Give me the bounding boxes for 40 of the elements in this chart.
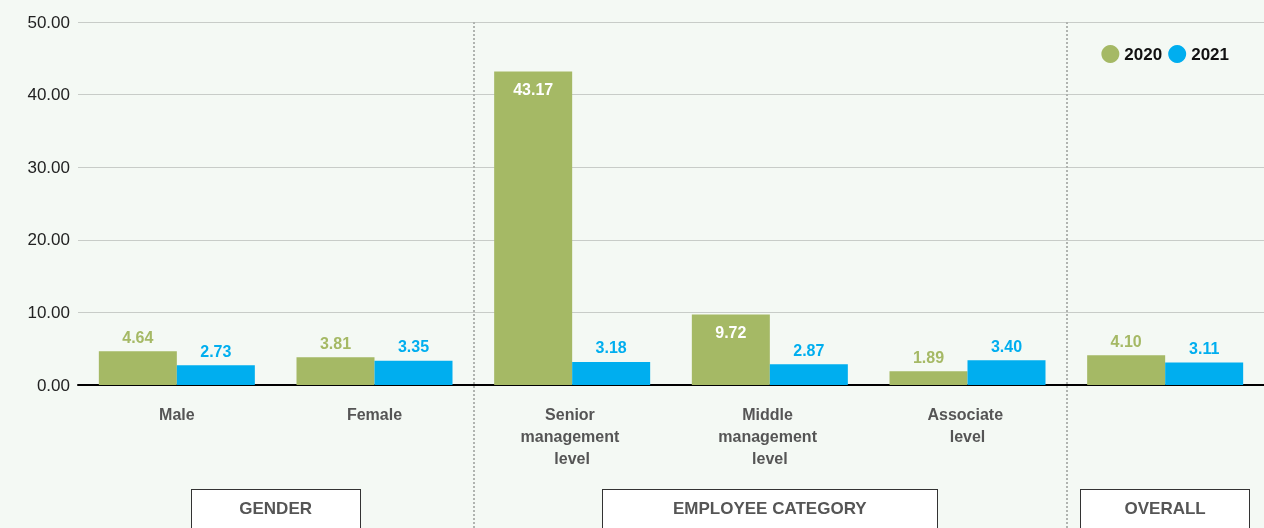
x-tick-label: Associate level bbox=[927, 405, 1008, 445]
bar bbox=[98, 351, 177, 385]
text: OVERALL bbox=[1080, 489, 1251, 528]
data-label: 43.17 bbox=[513, 81, 554, 99]
legend-label: 2021 bbox=[1191, 44, 1230, 64]
data-label: 1.89 bbox=[912, 348, 945, 366]
bar bbox=[1087, 355, 1166, 385]
text: GENDER bbox=[190, 489, 361, 528]
y-tick-label: 50.00 bbox=[27, 12, 70, 32]
x-tick-label: Senior management level bbox=[520, 405, 624, 467]
data-label: 3.81 bbox=[319, 334, 352, 352]
bar bbox=[572, 361, 651, 385]
y-tick-label: 40.00 bbox=[27, 85, 70, 105]
data-label: 3.40 bbox=[990, 337, 1023, 355]
bar bbox=[374, 360, 453, 385]
bar bbox=[769, 364, 848, 385]
legend-label: 2020 bbox=[1124, 44, 1163, 64]
data-label: 4.64 bbox=[122, 328, 154, 346]
bar bbox=[176, 365, 255, 385]
bar bbox=[1165, 362, 1244, 385]
y-tick-label: 10.00 bbox=[27, 302, 70, 322]
data-label: 3.18 bbox=[595, 339, 627, 357]
y-tick-label: 0.00 bbox=[36, 375, 70, 395]
bar bbox=[494, 71, 573, 385]
bar bbox=[967, 360, 1046, 385]
data-label: 2.73 bbox=[200, 342, 232, 360]
data-label: 4.10 bbox=[1110, 332, 1142, 350]
y-tick-label: 20.00 bbox=[27, 230, 70, 250]
data-label: 3.35 bbox=[397, 338, 430, 356]
y-tick-label: 30.00 bbox=[27, 157, 70, 177]
bar bbox=[691, 314, 770, 385]
bar bbox=[296, 357, 375, 385]
x-tick-label: Female bbox=[346, 405, 403, 423]
bar bbox=[889, 371, 968, 385]
data-label: 9.72 bbox=[715, 323, 747, 341]
data-label: 3.11 bbox=[1189, 339, 1220, 357]
x-tick-label: Middle management level bbox=[718, 405, 822, 467]
data-label: 2.87 bbox=[793, 341, 825, 359]
x-tick-label: Male bbox=[159, 405, 195, 423]
text: EMPLOYEE CATEGORY bbox=[601, 489, 938, 528]
